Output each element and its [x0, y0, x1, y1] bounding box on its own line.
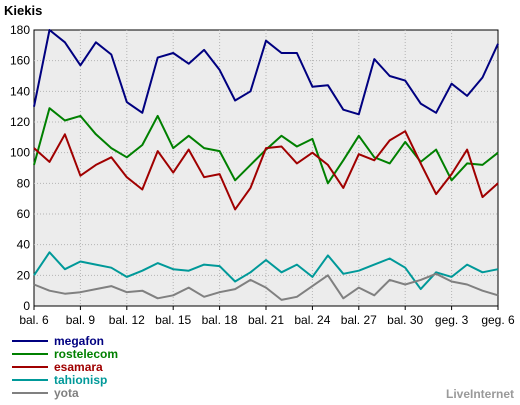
series-line-yota	[33, 272, 499, 301]
legend-label-megafon: megafon	[54, 334, 104, 348]
y-tick-label: 60	[17, 207, 31, 221]
y-axis-ticks: 0 20 40 60 80 100 120 140 160 180	[10, 23, 30, 313]
y-tick-label: 120	[10, 115, 30, 129]
x-tick-label: bal. 12	[109, 313, 145, 327]
legend-label-esamara: esamara	[54, 360, 103, 374]
x-tick-label: bal. 15	[155, 313, 191, 327]
x-tick-label: bal. 18	[202, 313, 238, 327]
legend-label-tahionisp: tahionisp	[54, 373, 107, 387]
y-tick-label: 40	[17, 238, 31, 252]
grid-lines	[34, 30, 498, 306]
x-tick-label: bal. 6	[19, 313, 49, 327]
series-line-esamara	[33, 130, 499, 211]
x-tick-label: bal. 24	[294, 313, 330, 327]
x-tick-label: bal. 9	[66, 313, 96, 327]
x-tick-label: bal. 30	[387, 313, 423, 327]
x-axis-ticks: bal. 6 bal. 9 bal. 12 bal. 15 bal. 18 bal. 21…	[19, 306, 515, 327]
x-tick-label: geg. 6	[481, 313, 515, 327]
legend-label-rostelecom: rostelecom	[54, 347, 118, 361]
x-tick-label: bal. 21	[248, 313, 284, 327]
series-lines	[33, 29, 499, 301]
y-tick-label: 140	[10, 84, 30, 98]
y-tick-label: 100	[10, 146, 30, 160]
y-tick-label: 160	[10, 54, 30, 68]
x-tick-label: bal. 27	[341, 313, 377, 327]
y-tick-label: 20	[17, 268, 31, 282]
y-tick-label: 0	[23, 299, 30, 313]
y-tick-label: 80	[17, 176, 31, 190]
x-tick-label: geg. 3	[435, 313, 469, 327]
chart-title: Kiekis	[4, 3, 42, 18]
legend-label-yota: yota	[54, 386, 79, 400]
series-line-tahionisp	[33, 251, 499, 291]
y-tick-label: 180	[10, 23, 30, 37]
brand-label: LiveInternet	[446, 387, 514, 401]
series-line-megafon	[33, 29, 499, 116]
